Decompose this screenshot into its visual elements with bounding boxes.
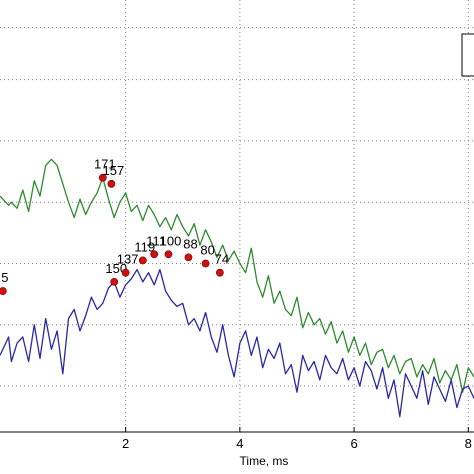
peak-label: 119 [134, 239, 155, 254]
x-tick-label: 4 [236, 436, 243, 451]
peak-marker [150, 250, 159, 259]
peak-label: 100 [160, 233, 182, 248]
peak-marker [121, 268, 130, 277]
peak-label: 5 [1, 270, 8, 285]
x-tick-label: 2 [122, 436, 129, 451]
peak-marker [215, 268, 224, 277]
peak-marker [201, 259, 210, 268]
x-tick-label: 6 [350, 436, 357, 451]
peak-label: 88 [183, 236, 197, 251]
series-line-1 [0, 158, 474, 393]
axes: 2 4 6 8 [0, 427, 474, 451]
peak-label: 157 [103, 163, 125, 178]
peak-marker [184, 253, 193, 262]
peak-marker [110, 277, 119, 286]
x-axis-label: Time, ms [240, 454, 289, 468]
peak-label: 137 [117, 252, 139, 267]
x-tick-label: 8 [465, 436, 472, 451]
peak-marker [98, 173, 107, 182]
peak-label: 171 [94, 157, 116, 172]
peak-label: 74 [215, 252, 229, 267]
peak-marker [0, 287, 7, 295]
peak-marker [138, 256, 147, 265]
series-line-2 [0, 268, 474, 418]
peak-label: 111 [146, 233, 166, 248]
peak-marker [107, 179, 116, 188]
legend-box [461, 33, 474, 77]
series-layer [0, 158, 474, 418]
peak-marker [164, 250, 173, 259]
peak-label: 80 [200, 242, 214, 257]
peak-label: 150 [105, 261, 127, 276]
